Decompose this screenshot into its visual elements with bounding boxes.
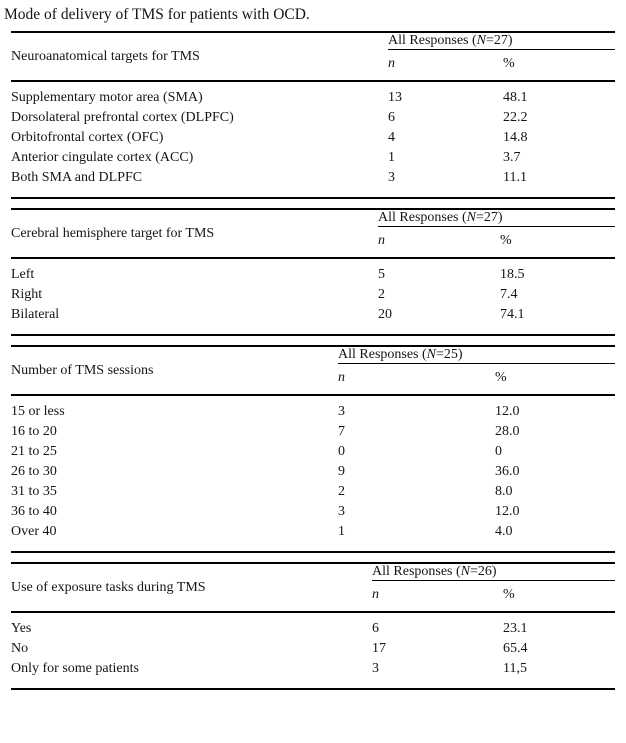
group-header-all-responses: All Responses (N=27)	[378, 209, 615, 227]
row-label: 26 to 30	[11, 464, 57, 479]
col-header-n: n	[372, 580, 503, 613]
table-row: Only for some patients 3 11,5	[11, 659, 615, 689]
cell-n: 13	[388, 90, 402, 105]
table-row: No 17 65.4	[11, 639, 615, 659]
table-caption: Mode of delivery of TMS for patients wit…	[4, 6, 310, 23]
cell-pct: 28.0	[495, 424, 520, 439]
section-exposure-tasks: Use of exposure tasks during TMS All Res…	[11, 562, 615, 690]
cell-pct: 12.0	[495, 504, 520, 519]
cell-n: 20	[378, 307, 392, 322]
cell-n: 3	[338, 404, 345, 419]
group-header-all-responses: All Responses (N=27)	[388, 32, 615, 50]
cell-n: 2	[338, 484, 345, 499]
table-row: Yes 6 23.1	[11, 612, 615, 639]
paper-table: Mode of delivery of TMS for patients wit…	[4, 6, 615, 690]
row-label: No	[11, 641, 29, 656]
cell-pct: 12.0	[495, 404, 520, 419]
col-header-percent: %	[500, 226, 615, 259]
cell-n: 17	[372, 641, 386, 656]
cell-n: 2	[378, 287, 385, 302]
row-label: 31 to 35	[11, 484, 57, 499]
col-header-n: n	[388, 49, 503, 82]
table-row: 31 to 35 2 8.0	[11, 482, 615, 502]
cell-pct: 18.5	[500, 267, 525, 282]
cell-n: 7	[338, 424, 345, 439]
table-row: 36 to 40 3 12.0	[11, 502, 615, 522]
row-label: Dorsolateral prefrontal cortex (DLPFC)	[11, 110, 234, 125]
table-row: 21 to 25 0 0	[11, 442, 615, 462]
cell-pct: 11,5	[503, 661, 527, 676]
table-row: Dorsolateral prefrontal cortex (DLPFC) 6…	[11, 108, 615, 128]
cell-n: 5	[378, 267, 385, 282]
col-header-n: n	[378, 226, 500, 259]
cell-pct: 36.0	[495, 464, 520, 479]
cell-pct: 65.4	[503, 641, 528, 656]
table-row: Orbitofrontal cortex (OFC) 4 14.8	[11, 128, 615, 148]
col-header-n: n	[338, 363, 495, 396]
cell-n: 4	[388, 130, 395, 145]
row-label: Over 40	[11, 524, 57, 539]
group-header-all-responses: All Responses (N=26)	[372, 563, 615, 581]
section-label: Number of TMS sessions	[11, 346, 338, 396]
section-cerebral-hemisphere: Cerebral hemisphere target for TMS All R…	[11, 208, 615, 336]
section-neuroanatomical-targets: Neuroanatomical targets for TMS All Resp…	[11, 31, 615, 199]
table-row: Bilateral 20 74.1	[11, 305, 615, 335]
cell-n: 6	[388, 110, 395, 125]
col-header-percent: %	[495, 363, 615, 396]
row-label: Bilateral	[11, 307, 60, 322]
table-row: Left 5 18.5	[11, 258, 615, 285]
table-row: Right 2 7.4	[11, 285, 615, 305]
table-row: 15 or less 3 12.0	[11, 395, 615, 422]
table-row: Anterior cingulate cortex (ACC) 1 3.7	[11, 148, 615, 168]
section-label: Use of exposure tasks during TMS	[11, 563, 372, 613]
row-label: Supplementary motor area (SMA)	[11, 90, 203, 105]
cell-pct: 8.0	[495, 484, 513, 499]
row-label: Only for some patients	[11, 661, 139, 676]
group-header-all-responses: All Responses (N=25)	[338, 346, 615, 364]
row-label: 15 or less	[11, 404, 65, 419]
table-row: 16 to 20 7 28.0	[11, 422, 615, 442]
cell-pct: 22.2	[503, 110, 528, 125]
cell-pct: 0	[495, 444, 502, 459]
cell-pct: 14.8	[503, 130, 528, 145]
row-label: Left	[11, 267, 35, 282]
cell-pct: 23.1	[503, 621, 528, 636]
cell-pct: 4.0	[495, 524, 513, 539]
row-label: Yes	[11, 621, 32, 636]
col-header-percent: %	[503, 580, 615, 613]
row-label: Anterior cingulate cortex (ACC)	[11, 150, 194, 165]
cell-pct: 7.4	[500, 287, 518, 302]
cell-n: 1	[388, 150, 395, 165]
row-label: Orbitofrontal cortex (OFC)	[11, 130, 164, 145]
cell-n: 9	[338, 464, 345, 479]
cell-pct: 3.7	[503, 150, 521, 165]
cell-pct: 48.1	[503, 90, 528, 105]
cell-n: 6	[372, 621, 379, 636]
cell-pct: 74.1	[500, 307, 525, 322]
table-row: Over 40 1 4.0	[11, 522, 615, 552]
cell-n: 1	[338, 524, 345, 539]
table-row: Both SMA and DLPFC 3 11.1	[11, 168, 615, 198]
cell-n: 0	[338, 444, 345, 459]
section-tms-sessions: Number of TMS sessions All Responses (N=…	[11, 345, 615, 553]
cell-n: 3	[338, 504, 345, 519]
row-label: 16 to 20	[11, 424, 57, 439]
cell-n: 3	[388, 170, 395, 185]
section-label: Neuroanatomical targets for TMS	[11, 32, 388, 82]
row-label: 36 to 40	[11, 504, 57, 519]
col-header-percent: %	[503, 49, 615, 82]
row-label: 21 to 25	[11, 444, 57, 459]
row-label: Right	[11, 287, 43, 302]
table-row: Supplementary motor area (SMA) 13 48.1	[11, 81, 615, 108]
cell-n: 3	[372, 661, 379, 676]
cell-pct: 11.1	[503, 170, 527, 185]
section-label: Cerebral hemisphere target for TMS	[11, 209, 378, 259]
table-row: 26 to 30 9 36.0	[11, 462, 615, 482]
row-label: Both SMA and DLPFC	[11, 170, 143, 185]
